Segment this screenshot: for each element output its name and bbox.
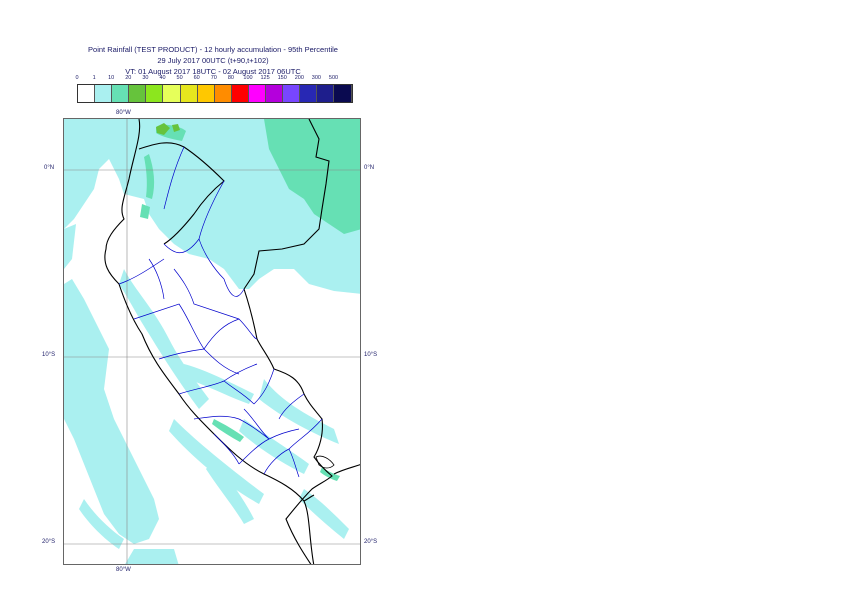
lat-label-10-left: 10°S — [42, 352, 56, 358]
lon-label-top: 80°W — [116, 110, 131, 116]
rainfall-heavy-spots — [156, 123, 180, 135]
country-borders — [104, 119, 360, 564]
legend-threshold-label: 150 — [277, 75, 287, 81]
legend-threshold-label: 40 — [159, 75, 166, 81]
legend-threshold-label: 50 — [176, 75, 183, 81]
legend-swatch — [197, 85, 215, 102]
legend-threshold-label: 70 — [210, 75, 217, 81]
color-legend: 0 1 10 20 30 40 50 60 70 80 100 125 150 200 300 500 — [75, 75, 353, 103]
legend-swatch — [146, 85, 164, 102]
legend-threshold-label: 200 — [294, 75, 304, 81]
legend-threshold-label: 30 — [142, 75, 149, 81]
legend-swatch — [129, 85, 147, 102]
legend-swatch — [95, 85, 113, 102]
legend-threshold-label: 80 — [227, 75, 234, 81]
lat-label-20-left: 20°S — [42, 539, 56, 545]
legend-threshold-label: 125 — [260, 75, 270, 81]
model-run-time: 29 July 2017 00UTC (t+90,t+102) — [157, 56, 269, 65]
legend-threshold-label: 1 — [92, 75, 96, 81]
lat-label-20-right: 20°S — [364, 539, 378, 545]
rainfall-map — [63, 118, 361, 565]
legend-threshold-label: 10 — [108, 75, 115, 81]
legend-threshold-label: 300 — [311, 75, 321, 81]
validity-time: VT: 01 August 2017 18UTC - 02 August 201… — [125, 67, 301, 76]
legend-swatch — [334, 85, 352, 102]
map-canvas — [64, 119, 360, 564]
legend-swatch — [300, 85, 318, 102]
legend-swatch — [78, 85, 96, 102]
legend-swatch — [317, 85, 335, 102]
legend-swatch — [248, 85, 267, 102]
legend-swatch — [180, 85, 198, 102]
legend-threshold-label: 100 — [243, 75, 253, 81]
legend-swatch — [231, 85, 249, 102]
lon-label-bottom: 80°W — [116, 567, 131, 573]
legend-threshold-label: 500 — [328, 75, 339, 81]
legend-swatch — [214, 85, 232, 102]
legend-swatch — [163, 85, 181, 102]
lat-label-0-right: 0°N — [364, 165, 375, 171]
legend-swatches — [77, 84, 353, 103]
legend-threshold-label: 20 — [125, 75, 132, 81]
lat-label-0-left: 0°N — [44, 165, 55, 171]
legend-swatch — [112, 85, 130, 102]
legend-threshold-labels: 0 1 10 20 30 40 50 60 70 80 100 125 150 200 300 500 — [75, 75, 347, 83]
legend-swatch — [266, 85, 284, 102]
regional-borders — [118, 146, 323, 478]
lake-outline — [315, 455, 335, 469]
lat-label-10-right: 10°S — [364, 352, 378, 358]
legend-threshold-label: 0 — [75, 75, 79, 81]
legend-swatch — [283, 85, 301, 102]
legend-threshold-label: 60 — [193, 75, 200, 81]
map-title: Point Rainfall (TEST PRODUCT) - 12 hourl… — [88, 45, 338, 54]
